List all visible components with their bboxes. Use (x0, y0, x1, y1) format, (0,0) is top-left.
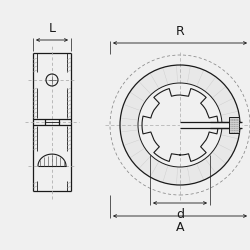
Polygon shape (120, 65, 240, 185)
Text: d: d (176, 208, 184, 221)
Bar (229, 117, 239, 133)
Bar (180, 122, 242, 128)
Text: L: L (48, 22, 56, 35)
Text: A: A (176, 221, 184, 234)
Text: R: R (176, 25, 184, 38)
